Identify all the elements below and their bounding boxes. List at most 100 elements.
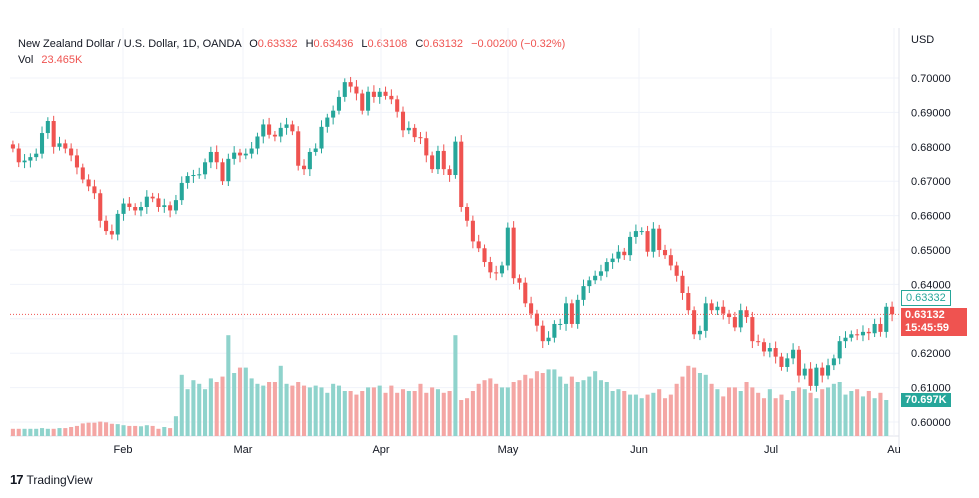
tradingview-logo-icon: 17 bbox=[10, 472, 24, 487]
volume-bar bbox=[581, 380, 586, 436]
candle-body bbox=[220, 162, 225, 182]
tradingview-brand[interactable]: 17 TradingView bbox=[10, 472, 93, 487]
volume-bar bbox=[237, 367, 243, 436]
candle-body bbox=[890, 306, 895, 315]
candle-body bbox=[185, 176, 190, 183]
currency-label[interactable]: USD bbox=[911, 34, 935, 46]
volume-bar bbox=[465, 398, 470, 436]
candle-body bbox=[831, 358, 836, 366]
volume-bar bbox=[80, 423, 85, 436]
volume-bar bbox=[459, 400, 464, 436]
candle-body bbox=[336, 96, 342, 111]
volume-bar bbox=[69, 427, 74, 436]
y-tick-label: 0.61000 bbox=[911, 383, 951, 395]
volume-bars bbox=[10, 335, 889, 436]
candle-body bbox=[645, 231, 650, 252]
volume-bar bbox=[144, 425, 149, 436]
candle-body bbox=[814, 367, 819, 386]
symbol-title[interactable]: New Zealand Dollar / U.S. Dollar, 1D, OA… bbox=[18, 38, 242, 50]
volume-bar bbox=[243, 367, 248, 436]
x-axis-ticks: Feb Mar Apr May Jun Jul Au bbox=[114, 444, 901, 456]
candle-body bbox=[820, 367, 825, 376]
candle-body bbox=[657, 228, 662, 250]
candle-body bbox=[470, 220, 475, 242]
candle-body bbox=[773, 348, 778, 357]
change-value: −0.00200 (−0.32%) bbox=[471, 38, 566, 50]
candle-body bbox=[226, 158, 231, 182]
volume-bar bbox=[826, 387, 831, 436]
candle-body bbox=[633, 231, 638, 237]
candle-body bbox=[622, 251, 627, 256]
volume-bar bbox=[791, 391, 796, 436]
candle-body bbox=[465, 207, 470, 221]
volume-bar bbox=[354, 394, 359, 436]
volume-bar bbox=[505, 387, 510, 436]
volume-bar bbox=[808, 392, 813, 436]
candle-body bbox=[499, 265, 505, 274]
volume-bar bbox=[360, 391, 365, 436]
candle-body bbox=[34, 153, 39, 158]
candle-body bbox=[313, 148, 318, 152]
candle-body bbox=[173, 200, 178, 211]
candle-body bbox=[191, 175, 196, 177]
candle-body bbox=[791, 349, 796, 359]
candle-body bbox=[476, 241, 481, 249]
volume-bar bbox=[470, 391, 475, 436]
candle-body bbox=[290, 124, 295, 132]
candle-body bbox=[51, 121, 56, 147]
volume-bar bbox=[162, 427, 167, 436]
candle-body bbox=[494, 272, 499, 274]
candle-body bbox=[400, 111, 406, 131]
volume-bar bbox=[756, 392, 761, 436]
candle-body bbox=[575, 299, 580, 324]
volume-bar bbox=[558, 376, 563, 436]
candle-body bbox=[348, 82, 353, 87]
volume-bar bbox=[849, 391, 854, 436]
candle-body bbox=[86, 179, 91, 187]
volume-label[interactable]: Vol bbox=[18, 54, 34, 66]
volume-bar bbox=[98, 421, 103, 436]
candle-body bbox=[197, 174, 202, 176]
candle-body bbox=[779, 356, 784, 367]
volume-bar bbox=[325, 392, 330, 436]
volume-bar bbox=[109, 423, 114, 436]
candle-body bbox=[569, 303, 574, 324]
countdown-timer: 15:45:59 bbox=[905, 322, 950, 334]
open-price-tag: 0.63332 bbox=[901, 290, 951, 306]
volume-bar bbox=[779, 394, 784, 436]
last-price-tag: 0.63132 15:45:59 bbox=[901, 308, 967, 336]
close-label: C bbox=[415, 38, 424, 50]
volume-bar bbox=[820, 389, 825, 436]
candle-body bbox=[662, 250, 668, 256]
volume-bar bbox=[348, 391, 353, 436]
volume-bar bbox=[57, 428, 62, 436]
candles bbox=[10, 76, 895, 392]
candle-body bbox=[371, 91, 376, 97]
candle-body bbox=[284, 124, 289, 128]
candle-body bbox=[278, 127, 283, 137]
candle-body bbox=[593, 275, 598, 281]
volume-bar bbox=[622, 391, 627, 436]
last-price-value: 0.63132 bbox=[905, 309, 945, 321]
volume-bar bbox=[203, 389, 208, 436]
candle-body bbox=[808, 368, 813, 386]
volume-bar bbox=[773, 398, 778, 436]
candle-body bbox=[668, 255, 673, 266]
candle-body bbox=[744, 310, 749, 318]
volume-bar bbox=[226, 335, 231, 436]
candle-body bbox=[156, 198, 161, 207]
volume-bar bbox=[569, 376, 574, 436]
volume-row: Vol 23.465K bbox=[18, 52, 565, 68]
volume-bar bbox=[290, 385, 295, 436]
volume-bar bbox=[674, 383, 679, 436]
volume-bar bbox=[488, 378, 493, 436]
volume-bar bbox=[715, 389, 720, 436]
y-tick-label: 0.65000 bbox=[911, 245, 951, 257]
candle-body bbox=[517, 278, 522, 283]
y-tick-label: 0.67000 bbox=[911, 176, 951, 188]
candle-body bbox=[366, 91, 371, 111]
volume-bar bbox=[616, 389, 621, 436]
volume-bar bbox=[604, 382, 609, 436]
candle-body bbox=[98, 193, 103, 221]
